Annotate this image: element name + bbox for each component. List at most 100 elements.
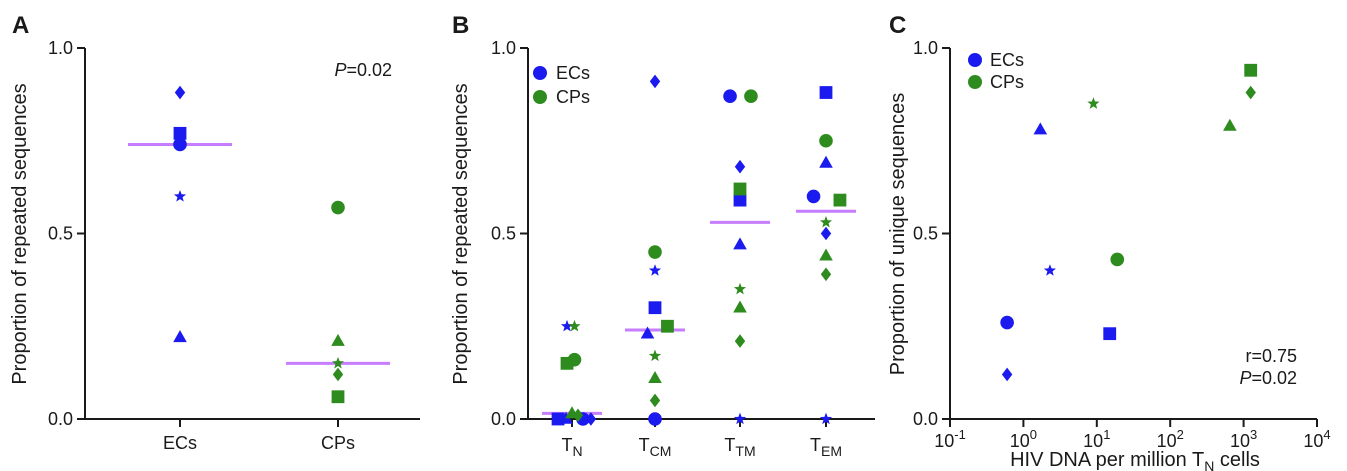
panel-b-marks [542, 74, 856, 426]
panel-c-legend: ECs CPs [968, 50, 1024, 92]
data-point [1087, 97, 1100, 109]
data-point [833, 193, 847, 207]
panel-b: B 0.0 0.5 1.0 TN TCM TTM TEM Proportion of rep… [450, 12, 875, 459]
data-point [733, 237, 747, 250]
data-point [640, 326, 655, 339]
data-point [820, 267, 832, 282]
x-tick-label: ECs [163, 433, 197, 453]
legend-cps-label: CPs [556, 87, 590, 107]
data-point [648, 412, 662, 426]
data-point [560, 319, 574, 332]
y-tick-label: 0.0 [48, 409, 73, 429]
x-tick-label: 10-1 [934, 427, 966, 451]
data-point [1103, 327, 1117, 341]
panel-c-axes: 0.0 0.5 1.0 10-1 100 101 102 103 104 [913, 38, 1331, 451]
data-point [1244, 63, 1258, 77]
data-point [173, 190, 187, 202]
data-point [173, 330, 187, 343]
panel-c-r-value: r=0.75 [1245, 346, 1297, 366]
legend-ecs-label: ECs [556, 63, 590, 83]
x-tick-label: TEM [810, 435, 842, 459]
panel-c-xlabel: HIV DNA per million TN cells [1010, 449, 1260, 471]
x-tick-label: TN [561, 435, 582, 459]
y-tick-label: 0.5 [48, 224, 73, 244]
data-point [733, 282, 747, 295]
x-tick-label: 103 [1230, 427, 1257, 451]
x-tick-label: CPs [321, 433, 355, 453]
data-point [331, 200, 345, 215]
panel-a-pvalue: P=0.02 [334, 60, 392, 80]
legend-ecs-marker [968, 53, 982, 67]
x-tick-label: TCM [639, 435, 672, 459]
panel-a: A 0.0 0.5 1.0 ECs CPs Proportion of repeated… [9, 12, 420, 453]
data-point [568, 319, 581, 332]
data-point [733, 300, 747, 313]
data-point [332, 367, 344, 382]
legend-cps-marker [533, 90, 547, 104]
data-point [819, 86, 833, 99]
y-tick-label: 1.0 [48, 38, 73, 58]
panel-c-ylabel: Proportion of unique sequences [887, 93, 909, 375]
data-point [733, 193, 747, 207]
data-point [1110, 252, 1125, 267]
data-point [734, 159, 746, 174]
panel-b-legend: ECs CPs [533, 63, 590, 107]
panel-c-pvalue: P=0.02 [1239, 368, 1297, 388]
panel-a-ylabel: Proportion of repeated sequences [9, 83, 31, 384]
data-point [585, 412, 597, 426]
data-point [744, 89, 758, 104]
data-point [806, 189, 821, 204]
legend-ecs-marker [533, 66, 547, 80]
data-point [1245, 85, 1256, 100]
panel-a-axes: 0.0 0.5 1.0 ECs CPs [48, 38, 420, 453]
panel-letter-a: A [12, 12, 29, 39]
y-tick-label: 0.5 [491, 224, 516, 244]
data-point [1000, 315, 1014, 330]
data-point [1001, 367, 1013, 382]
x-tick-label: 100 [1010, 427, 1037, 451]
data-point [648, 301, 662, 315]
panel-c-marks [1000, 63, 1258, 382]
x-tick-label: 104 [1303, 427, 1330, 451]
data-point [819, 215, 833, 228]
data-point [173, 137, 187, 152]
data-point [1043, 264, 1057, 276]
legend-cps-label: CPs [990, 72, 1024, 92]
data-point [1033, 122, 1048, 135]
y-tick-label: 0.5 [913, 224, 938, 244]
y-tick-label: 0.0 [491, 409, 516, 429]
data-point [819, 248, 833, 261]
data-point [174, 85, 186, 100]
data-point [661, 319, 674, 333]
data-point [173, 126, 187, 140]
y-tick-label: 1.0 [491, 38, 516, 58]
panel-c: C 0.0 0.5 1.0 10-1 100 101 102 103 104 Proportio… [887, 12, 1331, 471]
legend-cps-marker [968, 75, 982, 89]
legend-ecs-label: ECs [990, 50, 1024, 70]
data-point [734, 334, 746, 348]
panel-b-ylabel: Proportion of repeated sequences [450, 83, 472, 384]
data-point [567, 352, 582, 367]
x-tick-label: TTM [724, 435, 755, 459]
data-point [723, 89, 737, 104]
x-tick-label: 102 [1157, 427, 1184, 451]
data-point [648, 245, 662, 259]
data-point [733, 182, 747, 196]
data-point [648, 264, 662, 276]
x-tick-label: 101 [1083, 427, 1110, 451]
panel-a-marks [128, 85, 390, 404]
data-point [819, 133, 833, 148]
panel-letter-b: B [452, 12, 469, 39]
y-tick-label: 1.0 [913, 38, 938, 58]
panel-letter-c: C [889, 12, 906, 39]
data-point [820, 226, 832, 241]
panel-b-axes: 0.0 0.5 1.0 TN TCM TTM TEM [491, 38, 875, 459]
data-point [648, 370, 662, 383]
data-point [572, 408, 584, 423]
data-point [331, 356, 345, 369]
y-tick-label: 0.0 [913, 409, 938, 429]
data-point [331, 390, 345, 404]
data-point [733, 412, 747, 425]
data-point [648, 349, 662, 362]
